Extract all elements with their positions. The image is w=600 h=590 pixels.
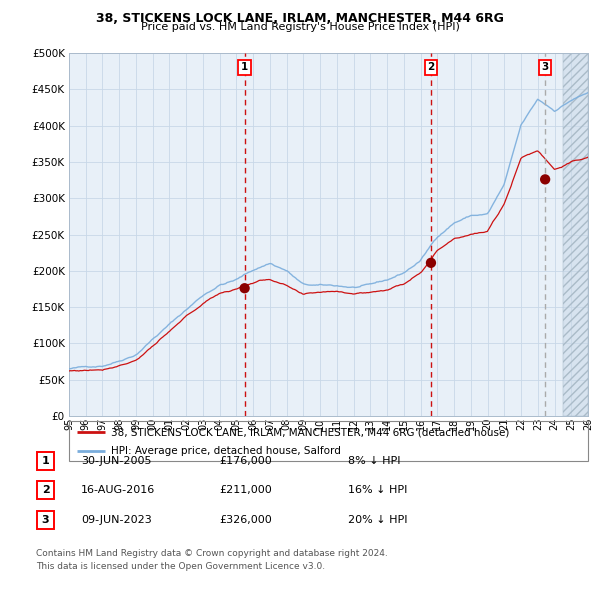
Text: 1: 1 bbox=[241, 62, 248, 72]
Text: £211,000: £211,000 bbox=[219, 486, 272, 495]
Text: 30-JUN-2005: 30-JUN-2005 bbox=[81, 456, 151, 466]
Text: 20% ↓ HPI: 20% ↓ HPI bbox=[348, 515, 407, 525]
Text: HPI: Average price, detached house, Salford: HPI: Average price, detached house, Salf… bbox=[110, 447, 340, 456]
Text: 3: 3 bbox=[542, 62, 549, 72]
Text: £326,000: £326,000 bbox=[219, 515, 272, 525]
Point bbox=[240, 284, 250, 293]
Text: 3: 3 bbox=[42, 515, 49, 525]
Text: 16% ↓ HPI: 16% ↓ HPI bbox=[348, 486, 407, 495]
Bar bbox=[563, 53, 588, 416]
Text: 38, STICKENS LOCK LANE, IRLAM, MANCHESTER, M44 6RG (detached house): 38, STICKENS LOCK LANE, IRLAM, MANCHESTE… bbox=[110, 428, 509, 438]
Text: 09-JUN-2023: 09-JUN-2023 bbox=[81, 515, 152, 525]
Point bbox=[541, 175, 550, 184]
Text: 2: 2 bbox=[427, 62, 434, 72]
Text: 38, STICKENS LOCK LANE, IRLAM, MANCHESTER, M44 6RG: 38, STICKENS LOCK LANE, IRLAM, MANCHESTE… bbox=[96, 12, 504, 25]
Text: 2: 2 bbox=[42, 486, 49, 495]
Text: Price paid vs. HM Land Registry's House Price Index (HPI): Price paid vs. HM Land Registry's House … bbox=[140, 22, 460, 32]
Text: 16-AUG-2016: 16-AUG-2016 bbox=[81, 486, 155, 495]
Text: 1: 1 bbox=[42, 456, 49, 466]
Text: £176,000: £176,000 bbox=[219, 456, 272, 466]
Text: Contains HM Land Registry data © Crown copyright and database right 2024.: Contains HM Land Registry data © Crown c… bbox=[36, 549, 388, 558]
Text: This data is licensed under the Open Government Licence v3.0.: This data is licensed under the Open Gov… bbox=[36, 562, 325, 571]
Text: 8% ↓ HPI: 8% ↓ HPI bbox=[348, 456, 401, 466]
Point bbox=[426, 258, 436, 267]
Bar bbox=[563, 53, 588, 416]
